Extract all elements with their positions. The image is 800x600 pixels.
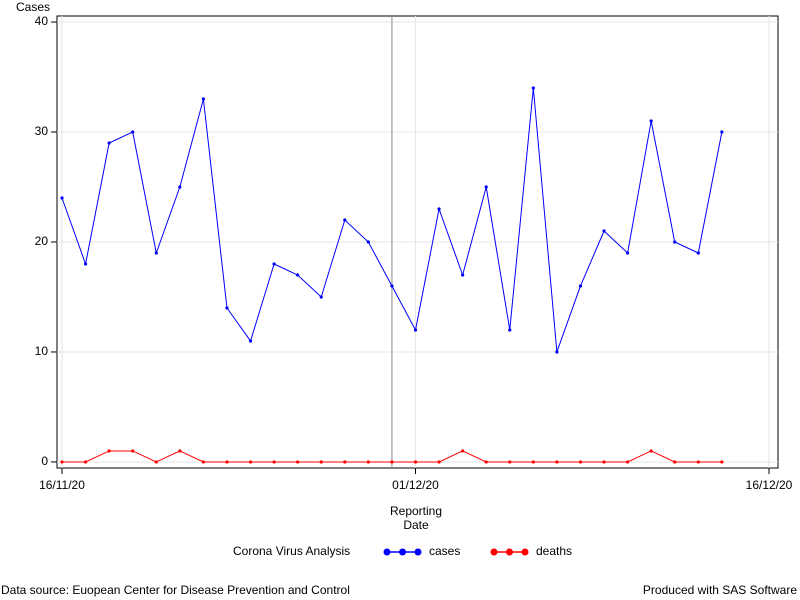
- data-point: [201, 97, 205, 101]
- legend-label: cases: [429, 544, 460, 558]
- y-tick-label: 40: [35, 14, 49, 28]
- data-point: [578, 460, 583, 464]
- data-point: [696, 460, 700, 464]
- data-point: [154, 251, 158, 255]
- data-point: [555, 460, 559, 464]
- data-point: [131, 449, 135, 453]
- data-point: [578, 284, 583, 288]
- data-point: [437, 460, 441, 464]
- data-point: [626, 460, 630, 464]
- data-point: [602, 460, 606, 464]
- x-tick-label: 01/12/20: [392, 478, 439, 492]
- data-point: [296, 273, 300, 277]
- y-axis-label: Cases: [16, 0, 50, 14]
- legend-title: Corona Virus Analysis: [233, 544, 350, 558]
- data-point: [720, 130, 724, 134]
- data-point: [154, 460, 158, 464]
- data-point: [272, 460, 276, 464]
- legend-swatch-marker: [490, 548, 498, 556]
- data-point: [366, 460, 370, 464]
- legend-label: deaths: [536, 544, 572, 558]
- data-point: [107, 141, 111, 145]
- data-point: [248, 339, 253, 343]
- data-point: [649, 119, 653, 123]
- footnote-right: Produced with SAS Software: [643, 583, 797, 597]
- legend-swatch-marker: [399, 548, 406, 556]
- data-point: [343, 218, 347, 222]
- data-point: [390, 460, 394, 464]
- data-point: [696, 251, 700, 255]
- data-point: [461, 449, 465, 453]
- x-tick-label: 16/11/20: [39, 478, 85, 492]
- data-point: [531, 460, 535, 464]
- data-point: [319, 460, 323, 464]
- data-point: [555, 350, 559, 354]
- data-point: [602, 229, 606, 233]
- data-point: [225, 306, 229, 310]
- x-tick-label: 16/12/20: [746, 478, 793, 492]
- data-point: [626, 251, 630, 255]
- y-tick-label: 20: [35, 234, 49, 248]
- data-point: [248, 460, 253, 464]
- legend-swatch-marker: [521, 548, 529, 556]
- data-point: [178, 449, 182, 453]
- data-point: [390, 284, 394, 288]
- data-point: [201, 460, 205, 464]
- data-point: [366, 240, 370, 244]
- data-point: [649, 449, 653, 453]
- data-point: [60, 460, 64, 464]
- data-point: [413, 328, 418, 332]
- legend-swatch-marker: [414, 548, 422, 556]
- data-point: [178, 185, 182, 189]
- data-point: [343, 460, 347, 464]
- y-tick-label: 0: [41, 454, 48, 468]
- data-point: [673, 240, 677, 244]
- data-point: [60, 196, 64, 200]
- data-point: [225, 460, 229, 464]
- y-tick-label: 10: [35, 344, 49, 358]
- data-point: [437, 207, 441, 211]
- data-point: [720, 460, 724, 464]
- y-tick-label: 30: [35, 124, 49, 138]
- data-point: [83, 460, 88, 464]
- data-point: [83, 262, 88, 266]
- data-point: [508, 460, 512, 464]
- data-point: [131, 130, 135, 134]
- data-point: [461, 273, 465, 277]
- footnote-left: Data source: Euopean Center for Disease …: [1, 583, 350, 597]
- data-point: [484, 460, 488, 464]
- data-point: [484, 185, 488, 189]
- data-point: [508, 328, 512, 332]
- data-point: [296, 460, 300, 464]
- data-point: [272, 262, 276, 266]
- legend-swatch-marker: [383, 548, 391, 556]
- x-axis-label: Reporting Date: [389, 504, 443, 532]
- data-point: [107, 449, 111, 453]
- data-point: [673, 460, 677, 464]
- legend-swatch-marker: [506, 548, 513, 556]
- data-point: [413, 460, 418, 464]
- data-point: [531, 86, 535, 90]
- data-point: [319, 295, 323, 299]
